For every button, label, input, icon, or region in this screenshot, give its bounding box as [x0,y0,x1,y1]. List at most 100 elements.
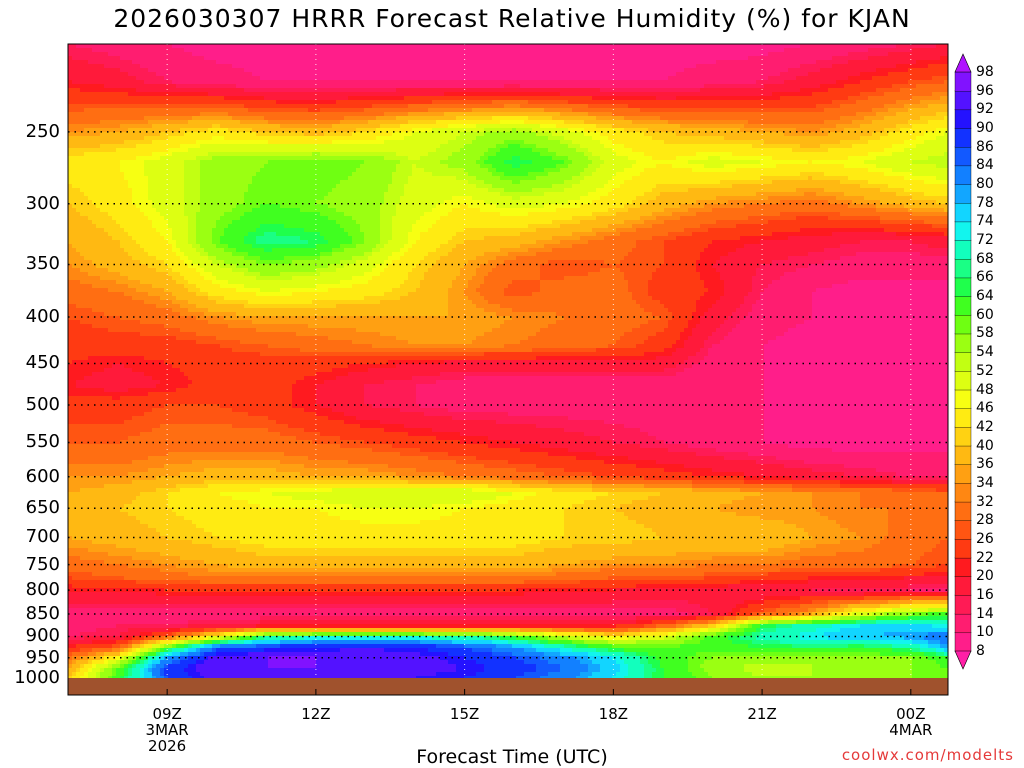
rh-cell [444,92,561,97]
rh-cell [872,132,889,137]
rh-cell [68,396,113,401]
rh-cell [648,288,709,293]
rh-cell [124,668,129,673]
rh-cell [500,120,525,125]
rh-cell [868,48,913,53]
rh-cell [484,668,537,673]
rh-cell [820,68,877,73]
rh-cell [68,300,145,305]
rh-cell [168,272,181,277]
rh-cell [316,396,365,401]
rh-cell [716,260,773,265]
rh-cell [256,236,301,241]
rh-cell [568,416,765,421]
rh-cell [316,268,337,273]
rh-cell [536,332,625,337]
rh-cell [160,640,173,645]
rh-cell [456,116,493,121]
rh-cell [96,672,101,677]
rh-cell [596,216,641,221]
rh-cell [92,572,189,577]
rh-cell [672,344,685,349]
rh-cell [144,664,149,669]
rh-cell [192,244,201,249]
rh-cell [68,216,89,221]
rh-cell [688,660,705,665]
rh-cell [292,260,341,265]
rh-cell [848,52,889,57]
rh-cell [888,72,948,77]
y-tick-label: 450 [25,352,60,374]
rh-cell [188,652,201,657]
rh-cell [636,616,681,621]
rh-cell [588,676,613,678]
rh-cell [280,644,437,649]
rh-cell [896,64,929,69]
rh-cell [880,200,937,205]
rh-cell [512,180,521,185]
rh-cell [304,408,333,413]
rh-cell [376,244,385,249]
rh-cell [132,196,149,201]
rh-cell [68,72,129,77]
rh-cell [92,648,113,653]
rh-cell [912,212,948,217]
rh-cell [764,608,777,613]
rh-cell [132,672,141,677]
rh-cell [416,468,517,473]
rh-cell [272,248,333,253]
rh-cell [140,280,177,285]
rh-cell [836,124,861,129]
rh-cell [616,264,661,269]
rh-cell [392,132,413,137]
rh-cell [600,564,697,569]
rh-cell [304,636,433,641]
rh-cell [88,660,93,665]
rh-cell [448,308,485,313]
rh-cell [128,180,149,185]
rh-cell [68,560,105,565]
rh-cell [180,628,205,633]
rh-cell [608,492,661,497]
rh-cell [232,64,697,69]
rh-cell [584,432,649,437]
rh-cell [72,204,97,209]
rh-cell [420,284,453,289]
rh-cell [908,616,948,621]
rh-cell [184,644,189,649]
rh-cell [196,220,217,225]
rh-cell [720,508,817,513]
rh-cell [68,280,81,285]
rh-cell [544,652,561,657]
rh-cell [940,664,948,669]
rh-cell [936,488,948,493]
rh-cell [316,392,365,397]
colorbar-label: 80 [976,176,994,193]
rh-cell [716,328,733,333]
rh-cell [132,256,157,261]
rh-cell [140,492,169,497]
rh-cell [652,276,701,281]
colorbar-label: 78 [976,194,994,211]
rh-cell [196,284,221,289]
credit-link[interactable]: coolwx.com/modelts [841,746,1014,764]
rh-cell [328,204,381,209]
rh-cell [196,660,205,665]
rh-cell [92,220,117,225]
rh-cell [624,648,893,653]
rh-cell [168,664,189,669]
rh-cell [632,500,733,505]
rh-cell [136,288,165,293]
rh-cell [492,648,525,653]
rh-cell [760,624,777,629]
rh-cell [432,100,493,105]
rh-cell [244,272,261,277]
rh-cell [132,480,205,485]
rh-cell [824,248,948,253]
rh-cell [132,192,149,197]
rh-cell [172,364,349,369]
rh-cell [384,112,409,117]
rh-cell [200,632,205,637]
rh-cell [260,168,357,173]
rh-cell [168,264,189,269]
